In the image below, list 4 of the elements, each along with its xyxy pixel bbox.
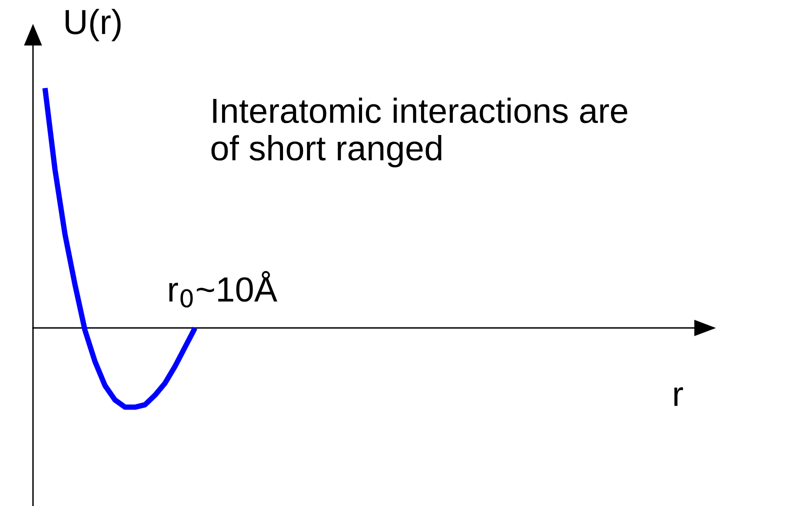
text: r — [674, 387, 683, 406]
text: Interatomic interactions are of short ranged — [211, 98, 628, 168]
annotation: r$_{0}$~10Å — [169, 271, 278, 308]
y-axis-title: U(r) — [66, 8, 121, 42]
